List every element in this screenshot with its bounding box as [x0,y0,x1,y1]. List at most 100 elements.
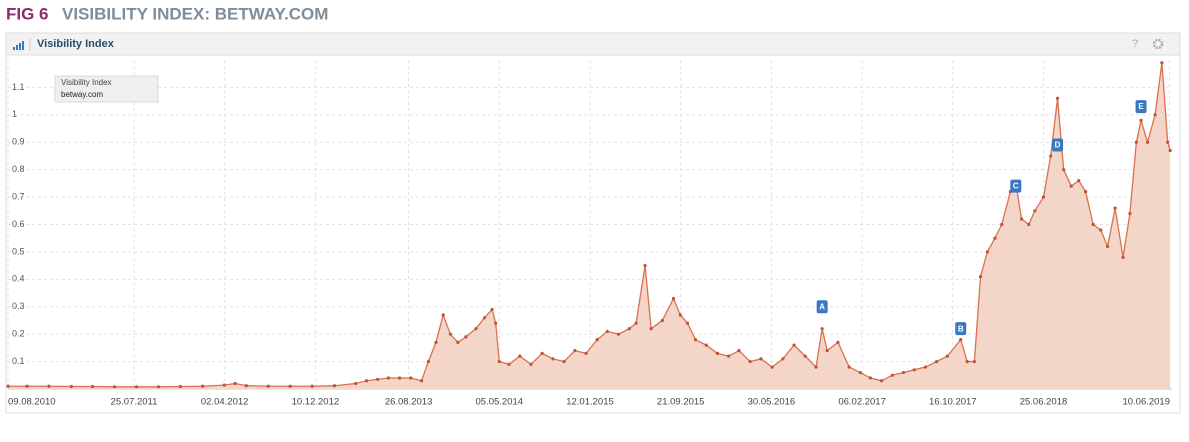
figure-label: FIG 6 [6,4,49,23]
data-point [529,362,533,366]
data-point [901,370,906,375]
data-point [945,354,950,358]
data-point [595,338,599,342]
data-point [685,321,690,325]
data-point [354,381,358,386]
data-point [814,365,818,369]
data-point [1049,154,1053,158]
data-point [858,370,862,375]
data-point [643,264,647,268]
data-point [1077,179,1081,183]
data-point [90,384,95,389]
data-point [490,307,494,312]
data-point [605,329,609,334]
data-point [825,349,829,353]
x-tick-label: 06.02.2017 [838,397,886,408]
data-point [1084,190,1088,194]
data-point [671,296,676,301]
data-point [978,274,983,279]
data-point [715,351,720,355]
data-point [47,384,51,388]
data-point [434,340,438,344]
data-point [649,327,653,331]
data-point [1121,255,1125,259]
data-point [419,379,424,383]
data-point [1033,209,1037,213]
x-tick-label: 10.06.2019 [1122,397,1170,408]
data-point [748,359,752,364]
data-point [562,359,566,364]
data-point [426,359,430,364]
data-point [178,384,183,389]
panel-header [5,32,1181,56]
data-point [1091,222,1095,227]
data-point [1128,211,1132,216]
legend [54,75,159,103]
data-point [441,313,445,317]
annotation-label: E [1138,102,1144,111]
x-tick-label: 02.04.2012 [201,397,249,408]
data-point [288,384,292,388]
y-tick-label: 0.8 [12,164,25,174]
data-point [540,351,544,355]
data-point [792,343,796,347]
data-point [518,354,522,358]
data-point [759,357,763,361]
legend-title: Visibility Index [61,78,112,87]
data-point [935,359,939,364]
data-point [1134,140,1138,144]
data-point [156,385,161,389]
data-point [879,379,884,383]
x-tick-label: 30.05.2016 [748,397,796,408]
data-point [781,357,785,361]
data-point [820,327,824,331]
data-point [386,376,391,380]
help-button[interactable]: ? [1132,38,1138,50]
data-point [1166,140,1170,144]
y-tick-label: 0.5 [12,246,25,256]
annotation-marker [955,322,967,336]
y-tick-label: 0.4 [12,274,25,284]
data-point [1062,168,1066,172]
annotation-label: A [819,302,825,311]
data-point [332,384,337,388]
data-point [836,340,840,344]
data-point [233,381,237,386]
x-tick-label: 09.08.2010 [8,397,56,408]
data-point [959,338,963,342]
annotation-label: B [958,324,964,333]
settings-button[interactable] [1152,38,1164,50]
x-tick-label: 21.09.2015 [657,397,705,408]
data-point [310,384,314,388]
data-point [474,327,478,331]
y-tick-label: 1.1 [12,82,25,92]
data-point [507,362,511,366]
x-tick-label: 25.06.2018 [1020,397,1068,408]
x-tick-label: 16.10.2017 [929,397,977,408]
data-point [1153,113,1157,117]
data-point [6,384,10,388]
signal-icon [13,41,24,50]
data-point [1145,140,1150,144]
y-tick-label: 0.3 [12,301,25,311]
annotation-marker [1052,138,1064,152]
figure-title: VISIBILITY INDEX: BETWAY.COM [62,4,328,23]
data-point [584,351,588,355]
data-point [660,318,664,323]
x-tick-label: 05.05.2014 [476,397,524,408]
data-point [616,332,621,336]
data-point [551,357,555,361]
data-point [397,376,402,380]
y-tick-label: 0.7 [12,191,25,201]
data-point [704,343,708,347]
data-point [494,321,498,325]
y-tick-label: 0.1 [12,356,25,366]
legend-entry: betway.com [61,90,103,99]
data-point [693,338,698,342]
y-tick-label: 0.2 [12,329,25,339]
y-tick-label: 1 [12,109,17,119]
data-point [1105,244,1110,249]
data-point [1000,222,1004,227]
x-tick-label: 26.08.2013 [385,397,433,408]
